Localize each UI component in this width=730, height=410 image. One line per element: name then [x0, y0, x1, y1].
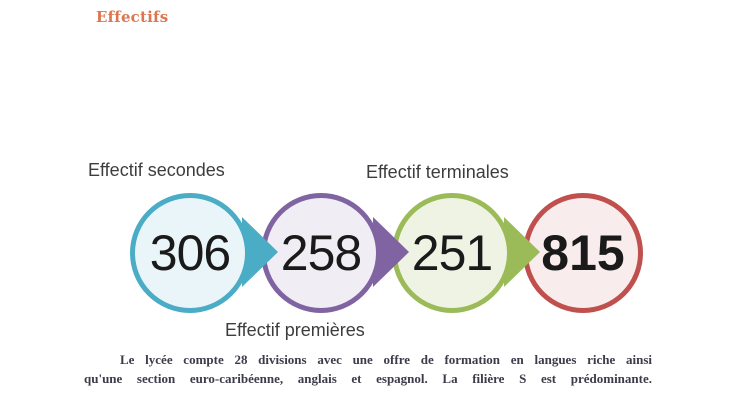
node-effectif-premieres: 258 [261, 193, 381, 313]
node-effectif-secondes: 306 [130, 193, 250, 313]
label-effectif-secondes: Effectif secondes [88, 160, 225, 180]
node-value: 251 [411, 225, 493, 281]
effectifs-process-diagram: Effectif secondes Effectif terminales Ef… [0, 60, 730, 340]
section-heading: Effectifs [96, 8, 169, 26]
body-paragraph: Le lycée compte 28 divisions avec une of… [84, 350, 652, 388]
node-effectif-total: 815 [523, 193, 643, 313]
node-value: 815 [541, 225, 625, 281]
node-effectif-terminales: 251 [392, 193, 512, 313]
paragraph-line: qu'une section euro-caribéenne, anglais … [84, 371, 652, 386]
label-effectif-terminales: Effectif terminales [366, 162, 509, 182]
paragraph-line: Le lycée compte 28 divisions avec une of… [120, 352, 652, 367]
node-value: 306 [149, 225, 231, 281]
label-effectif-premieres: Effectif premières [225, 320, 365, 340]
node-value: 258 [280, 225, 362, 281]
